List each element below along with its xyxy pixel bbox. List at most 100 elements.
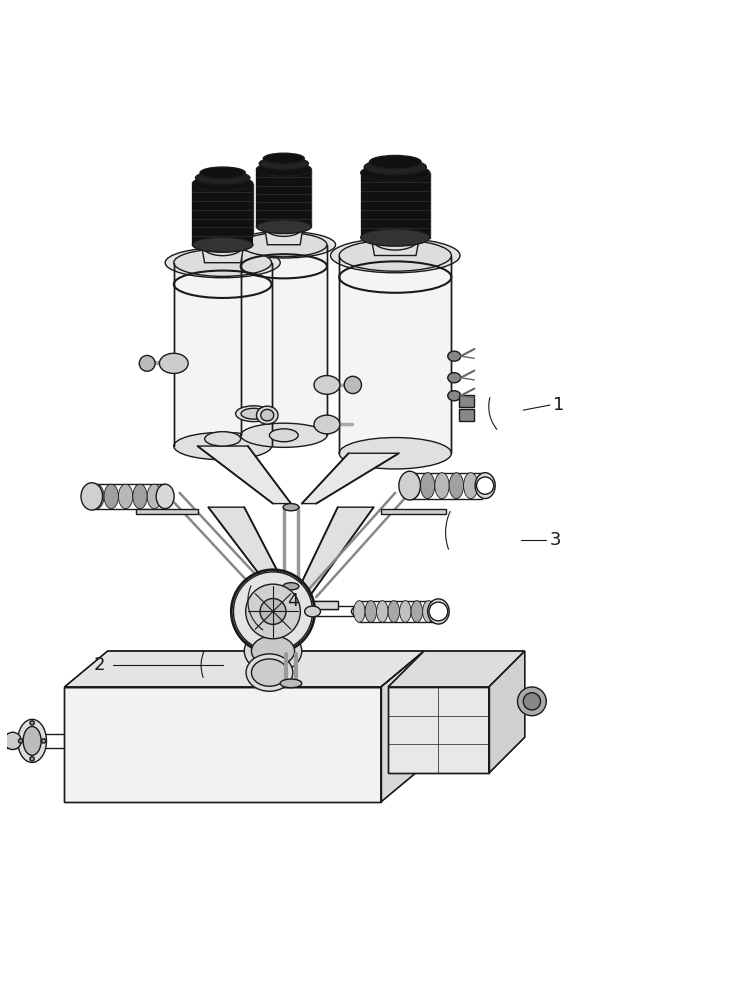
- Ellipse shape: [81, 483, 103, 510]
- Ellipse shape: [339, 240, 452, 271]
- Ellipse shape: [257, 220, 311, 234]
- Circle shape: [260, 599, 286, 624]
- Ellipse shape: [399, 471, 421, 500]
- Ellipse shape: [361, 229, 430, 246]
- Ellipse shape: [345, 376, 361, 394]
- Ellipse shape: [259, 157, 309, 170]
- Ellipse shape: [280, 679, 302, 688]
- Polygon shape: [251, 601, 338, 609]
- Polygon shape: [302, 453, 399, 504]
- Ellipse shape: [448, 351, 461, 361]
- Ellipse shape: [174, 432, 272, 460]
- Ellipse shape: [475, 473, 496, 499]
- Ellipse shape: [339, 438, 452, 469]
- Ellipse shape: [235, 406, 272, 422]
- Ellipse shape: [399, 601, 411, 622]
- Polygon shape: [295, 507, 374, 597]
- Ellipse shape: [263, 153, 304, 164]
- Ellipse shape: [165, 248, 280, 278]
- Ellipse shape: [365, 601, 377, 622]
- Ellipse shape: [232, 231, 336, 258]
- Ellipse shape: [205, 432, 240, 446]
- Circle shape: [517, 687, 546, 716]
- Circle shape: [523, 693, 540, 710]
- Polygon shape: [208, 507, 291, 597]
- Ellipse shape: [257, 162, 311, 176]
- Ellipse shape: [18, 719, 46, 762]
- Bar: [459, 395, 474, 407]
- Ellipse shape: [388, 601, 399, 622]
- Ellipse shape: [377, 601, 388, 622]
- Polygon shape: [339, 256, 452, 453]
- Ellipse shape: [240, 423, 327, 447]
- Circle shape: [476, 477, 494, 494]
- Polygon shape: [65, 651, 424, 687]
- Ellipse shape: [119, 484, 133, 509]
- Ellipse shape: [193, 237, 253, 252]
- Polygon shape: [197, 446, 291, 504]
- Polygon shape: [257, 169, 311, 227]
- Ellipse shape: [241, 408, 266, 419]
- Polygon shape: [489, 651, 525, 773]
- Ellipse shape: [200, 167, 246, 179]
- Ellipse shape: [283, 504, 299, 511]
- Ellipse shape: [351, 606, 367, 617]
- Ellipse shape: [314, 415, 340, 434]
- Ellipse shape: [369, 155, 421, 169]
- Ellipse shape: [139, 355, 155, 371]
- Polygon shape: [361, 173, 430, 238]
- Ellipse shape: [196, 171, 250, 185]
- Polygon shape: [381, 651, 424, 802]
- Ellipse shape: [193, 176, 253, 191]
- Bar: [459, 409, 474, 421]
- Ellipse shape: [406, 473, 421, 499]
- Ellipse shape: [435, 473, 449, 499]
- Ellipse shape: [261, 409, 273, 421]
- Ellipse shape: [353, 601, 365, 622]
- Polygon shape: [202, 245, 244, 263]
- Ellipse shape: [371, 225, 419, 250]
- Ellipse shape: [240, 233, 327, 257]
- Ellipse shape: [449, 473, 463, 499]
- Ellipse shape: [159, 353, 188, 373]
- Ellipse shape: [421, 473, 435, 499]
- Polygon shape: [174, 263, 272, 446]
- Polygon shape: [193, 184, 253, 245]
- Ellipse shape: [448, 391, 461, 401]
- Text: 1: 1: [553, 396, 565, 414]
- Ellipse shape: [427, 599, 449, 624]
- Ellipse shape: [265, 217, 303, 236]
- Ellipse shape: [104, 484, 119, 509]
- Ellipse shape: [23, 727, 41, 755]
- Polygon shape: [136, 509, 197, 514]
- Polygon shape: [388, 687, 489, 773]
- Ellipse shape: [244, 629, 302, 673]
- Ellipse shape: [331, 238, 460, 273]
- Text: 3: 3: [550, 531, 561, 549]
- Ellipse shape: [448, 373, 461, 383]
- Ellipse shape: [251, 636, 295, 666]
- Ellipse shape: [364, 159, 427, 175]
- Polygon shape: [371, 238, 419, 256]
- Ellipse shape: [202, 234, 244, 256]
- Polygon shape: [240, 245, 327, 435]
- Circle shape: [18, 739, 23, 743]
- Ellipse shape: [257, 406, 278, 424]
- Ellipse shape: [361, 164, 430, 181]
- Text: 4: 4: [287, 592, 299, 610]
- Ellipse shape: [270, 429, 298, 442]
- Ellipse shape: [89, 484, 104, 509]
- Circle shape: [429, 602, 448, 621]
- Polygon shape: [388, 651, 525, 687]
- Ellipse shape: [411, 601, 423, 622]
- Circle shape: [30, 757, 34, 761]
- Text: 2: 2: [93, 656, 105, 674]
- Ellipse shape: [133, 484, 147, 509]
- Ellipse shape: [156, 484, 174, 509]
- Ellipse shape: [246, 654, 292, 691]
- Circle shape: [234, 572, 312, 651]
- Polygon shape: [381, 509, 446, 514]
- Ellipse shape: [314, 376, 340, 394]
- Ellipse shape: [283, 583, 299, 590]
- Ellipse shape: [423, 601, 434, 622]
